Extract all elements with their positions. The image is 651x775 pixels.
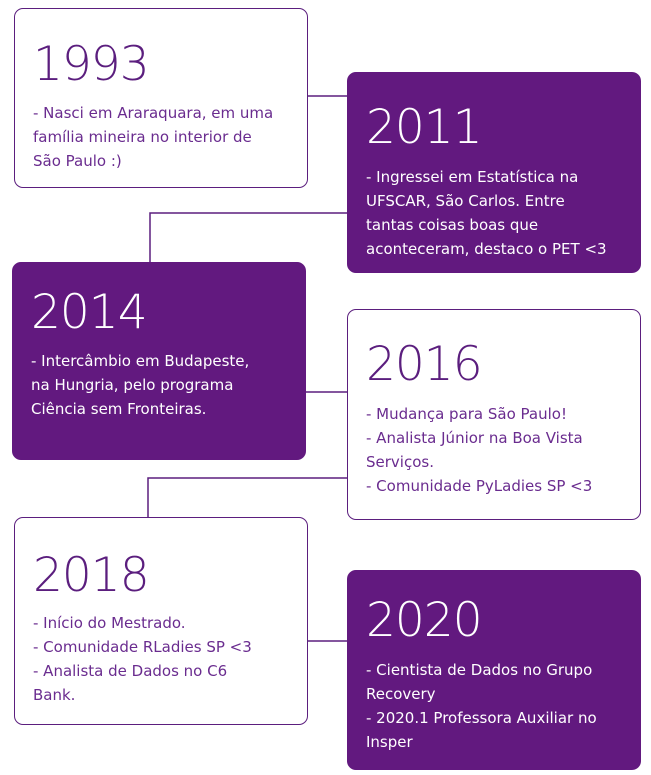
timeline-line: Recovery	[366, 685, 436, 703]
timeline-line: - Analista de Dados no C6	[33, 662, 228, 680]
connector-2016-2018	[147, 477, 347, 517]
timeline-year: 2018	[33, 548, 150, 603]
timeline-year: 2011	[366, 100, 483, 155]
timeline-line: Insper	[366, 733, 413, 751]
timeline-description: - Cientista de Dados no Grupo Recovery -…	[366, 658, 622, 754]
timeline-card-2016: 2016 - Mudança para São Paulo! - Analist…	[347, 309, 641, 520]
timeline-card-2020: 2020 - Cientista de Dados no Grupo Recov…	[347, 570, 641, 770]
timeline-line: na Hungria, pelo programa	[31, 376, 234, 394]
timeline-description: - Mudança para São Paulo! - Analista Jún…	[366, 402, 622, 498]
timeline-line: - Intercâmbio em Budapeste,	[31, 352, 250, 370]
timeline-line: tantas coisas boas que	[366, 216, 539, 234]
timeline-line: - Início do Mestrado.	[33, 614, 186, 632]
timeline-line: Serviços.	[366, 453, 434, 471]
timeline-card-2011: 2011 - Ingressei em Estatística na UFSCA…	[347, 72, 641, 273]
timeline-card-2014: 2014 - Intercâmbio em Budapeste, na Hung…	[12, 262, 306, 460]
timeline-line: - Analista Júnior na Boa Vista	[366, 429, 583, 447]
timeline-line: - Cientista de Dados no Grupo	[366, 661, 593, 679]
timeline-line: - Nasci em Araraquara, em uma	[33, 104, 274, 122]
timeline-description: - Início do Mestrado. - Comunidade RLadi…	[33, 611, 289, 707]
timeline-year: 2014	[31, 285, 148, 340]
timeline-line: aconteceram, destaco o PET <3	[366, 240, 607, 258]
timeline-card-1993: 1993 - Nasci em Araraquara, em uma famíl…	[14, 8, 308, 188]
timeline-line: Ciência sem Fronteiras.	[31, 400, 207, 418]
timeline-description: - Nasci em Araraquara, em uma família mi…	[33, 101, 289, 173]
timeline-line: São Paulo :)	[33, 152, 122, 170]
timeline-line: - Ingressei em Estatística na	[366, 168, 579, 186]
timeline-line: - 2020.1 Professora Auxiliar no	[366, 709, 597, 727]
timeline-card-2018: 2018 - Início do Mestrado. - Comunidade …	[14, 517, 308, 725]
timeline-line: família mineira no interior de	[33, 128, 252, 146]
timeline-year: 2016	[366, 337, 483, 392]
timeline-description: - Ingressei em Estatística na UFSCAR, Sã…	[366, 165, 622, 261]
timeline-line: - Mudança para São Paulo!	[366, 405, 567, 423]
timeline-description: - Intercâmbio em Budapeste, na Hungria, …	[31, 349, 287, 421]
timeline-line: - Comunidade PyLadies SP <3	[366, 477, 593, 495]
timeline-line: Bank.	[33, 686, 76, 704]
connector-2011-2014	[149, 212, 347, 262]
timeline-year: 1993	[33, 37, 150, 92]
timeline-year: 2020	[366, 593, 483, 648]
timeline-line: UFSCAR, São Carlos. Entre	[366, 192, 565, 210]
timeline-line: - Comunidade RLadies SP <3	[33, 638, 252, 656]
